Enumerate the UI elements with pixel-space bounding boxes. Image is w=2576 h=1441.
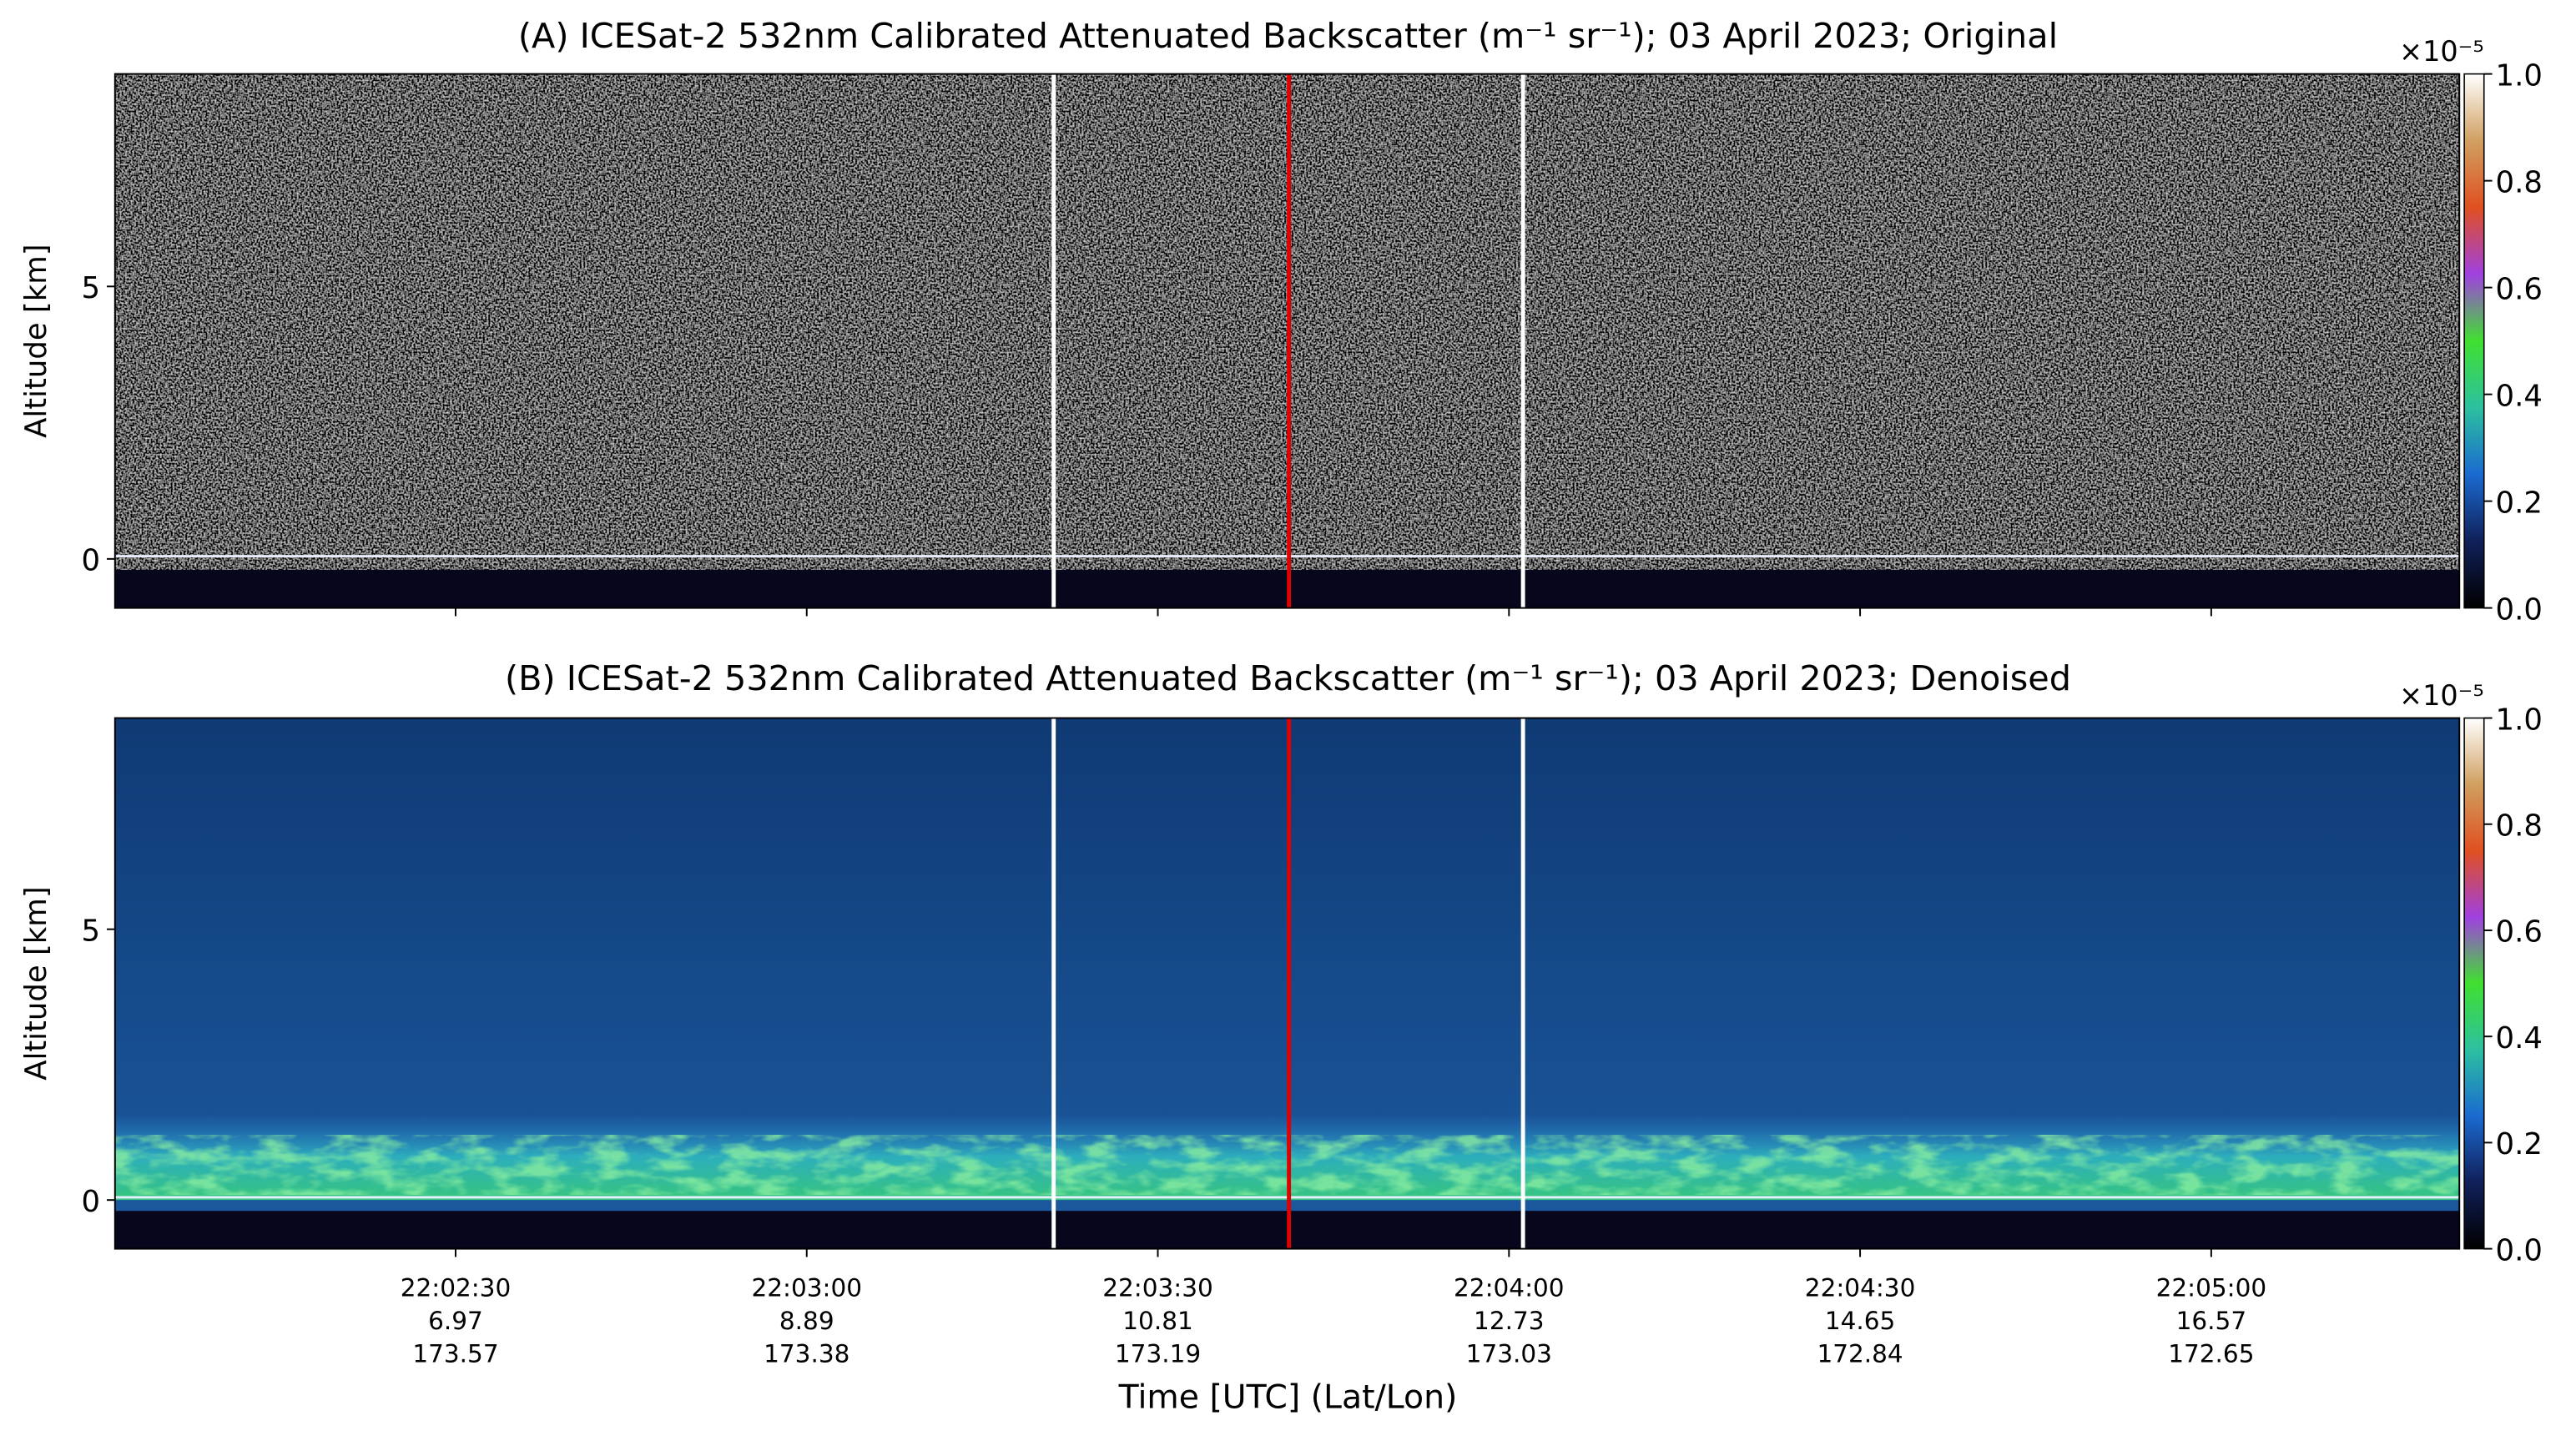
x-tick-label: 22:02:30 [401, 1274, 512, 1302]
y-tick-label: 0 [82, 544, 101, 578]
x-tick-lon: 172.65 [2168, 1339, 2254, 1368]
x-tick-label: 22:04:30 [1805, 1274, 1916, 1302]
x-tick-lat: 14.65 [1825, 1307, 1895, 1335]
y-tick-label: 5 [82, 914, 101, 948]
colorbar-tick-label: 0.6 [2496, 272, 2543, 306]
x-tick-lat: 16.57 [2176, 1307, 2246, 1335]
x-tick-lat: 6.97 [428, 1307, 483, 1335]
x-tick-label: 22:04:00 [1454, 1274, 1565, 1302]
y-tick-label: 5 [82, 271, 101, 305]
x-tick-lon: 173.38 [764, 1339, 849, 1368]
x-tick-lon: 173.19 [1115, 1339, 1201, 1368]
colorbar-tick-label: 0.0 [2496, 1233, 2543, 1267]
plot-frame [113, 717, 2461, 1250]
x-tick-lon: 173.57 [412, 1339, 498, 1368]
x-tick-lat: 8.89 [779, 1307, 834, 1335]
colorbar-tick-label: 0.2 [2496, 1127, 2543, 1161]
x-tick-lon: 173.03 [1466, 1339, 1552, 1368]
colorbar-tick-label: 0.4 [2496, 1021, 2543, 1056]
colorbar-offset: ×10⁻⁵ [2399, 679, 2484, 712]
panel-title: (A) ICESat-2 532nm Calibrated Attenuated… [518, 16, 2058, 56]
colorbar-tick-label: 0.8 [2496, 165, 2543, 199]
x-tick-label: 22:03:00 [751, 1274, 862, 1302]
panel-title: (B) ICESat-2 532nm Calibrated Attenuated… [505, 658, 2071, 698]
colorbar-tick-label: 0.6 [2496, 915, 2543, 950]
x-tick-lat: 12.73 [1474, 1307, 1544, 1335]
colorbar-tick-label: 1.0 [2496, 58, 2543, 93]
colorbar-tick-label: 0.2 [2496, 486, 2543, 520]
x-axis-label: Time [UTC] (Lat/Lon) [1118, 1378, 1458, 1417]
y-tick-label: 0 [82, 1185, 101, 1219]
plot-frame [113, 73, 2461, 609]
x-tick-lon: 172.84 [1817, 1339, 1903, 1368]
x-tick-lat: 10.81 [1122, 1307, 1192, 1335]
colorbar-tick-label: 0.4 [2496, 379, 2543, 413]
y-axis-label: Altitude [km] [19, 244, 53, 437]
colorbar-tick-label: 0.8 [2496, 809, 2543, 844]
colorbar-tick-label: 0.0 [2496, 592, 2543, 627]
x-tick-label: 22:05:00 [2156, 1274, 2267, 1302]
colorbar-tick-label: 1.0 [2496, 703, 2543, 737]
y-axis-label: Altitude [km] [19, 886, 53, 1080]
colorbar [2463, 73, 2485, 609]
colorbar-offset: ×10⁻⁵ [2399, 35, 2484, 68]
x-tick-label: 22:03:30 [1102, 1274, 1213, 1302]
colorbar [2463, 717, 2485, 1250]
